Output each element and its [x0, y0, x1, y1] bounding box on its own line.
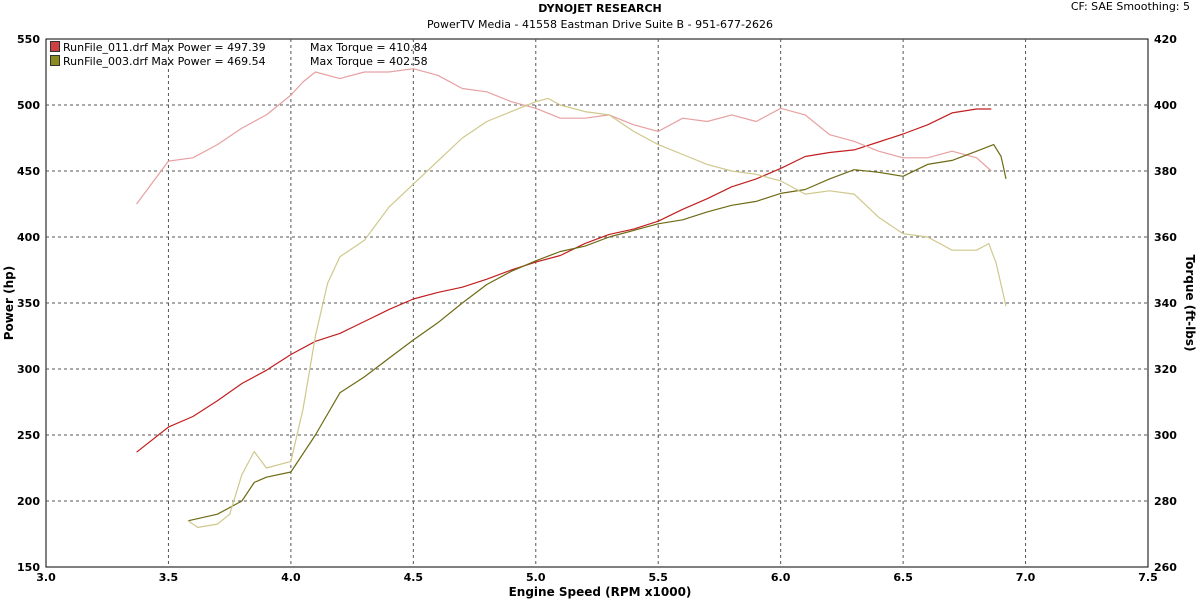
y-tick-label: 500 — [17, 99, 40, 112]
x-tick-label: 6.5 — [893, 571, 913, 584]
y-tick-label: 200 — [17, 495, 40, 508]
series-line-power — [136, 108, 992, 453]
y-tick-label: 400 — [17, 231, 40, 244]
y-tick-label: 550 — [17, 33, 40, 46]
legend-entry-2: RunFile_003.drf Max Power = 469.54 Max To… — [50, 55, 428, 68]
series-line-power — [187, 144, 1007, 522]
x-tick-label: 4.0 — [281, 571, 301, 584]
legend-max-torque: Max Torque = 410.84 — [310, 41, 428, 54]
series-lines — [136, 68, 1007, 529]
legend-entry-1: RunFile_011.drf Max Power = 497.39 Max To… — [50, 41, 428, 54]
y-tick-labels: 150 200 250 300 350 400 450 500 550 — [17, 33, 40, 574]
y-tick-label: 350 — [17, 297, 40, 310]
y2-tick-label: 380 — [1154, 165, 1177, 178]
series-line-torque — [136, 68, 992, 205]
y2-tick-label: 300 — [1154, 429, 1177, 442]
x-tick-label: 3.5 — [159, 571, 179, 584]
legend-swatch — [50, 41, 60, 52]
x-tick-label: 5.5 — [648, 571, 668, 584]
y2-tick-label: 320 — [1154, 363, 1177, 376]
y2-tick-label: 420 — [1154, 33, 1177, 46]
y-axis-label: Power (hp) — [2, 266, 16, 340]
x-tick-labels: 3.0 3.5 4.0 4.5 5.0 5.5 6.0 6.5 7.0 7.5 — [36, 571, 1158, 584]
legend-max-torque: Max Torque = 402.58 — [310, 55, 428, 68]
y2-tick-label: 260 — [1154, 561, 1177, 574]
legend-swatch — [50, 55, 60, 66]
x-tick-label: 4.5 — [404, 571, 424, 584]
y-tick-label: 250 — [17, 429, 40, 442]
correction-smoothing-info: CF: SAE Smoothing: 5 — [1070, 0, 1190, 13]
y-tick-label: 450 — [17, 165, 40, 178]
chart-subtitle: PowerTV Media - 41558 Eastman Drive Suit… — [427, 18, 773, 31]
series-line-torque — [187, 97, 1007, 529]
y2-tick-label: 360 — [1154, 231, 1177, 244]
legend-file: RunFile_011.drf — [63, 41, 148, 54]
y-tick-label: 150 — [17, 561, 40, 574]
y2-tick-label: 340 — [1154, 297, 1177, 310]
x-axis-label: Engine Speed (RPM x1000) — [509, 585, 692, 599]
x-tick-label: 6.0 — [771, 571, 791, 584]
y2-tick-labels: 260 280 300 320 340 360 380 400 420 — [1154, 33, 1177, 574]
legend-file: RunFile_003.drf — [63, 55, 148, 68]
y2-tick-label: 400 — [1154, 99, 1177, 112]
x-tick-label: 5.0 — [526, 571, 546, 584]
legend-max-power: Max Power = 497.39 — [151, 41, 266, 54]
y-tick-label: 300 — [17, 363, 40, 376]
x-tick-label: 3.0 — [36, 571, 56, 584]
grid-lines — [46, 39, 1148, 567]
chart-title: DYNOJET RESEARCH — [538, 2, 662, 15]
y2-tick-label: 280 — [1154, 495, 1177, 508]
x-tick-label: 7.5 — [1138, 571, 1158, 584]
legend-max-power: Max Power = 469.54 — [151, 55, 266, 68]
x-tick-label: 7.0 — [1016, 571, 1036, 584]
y2-axis-label: Torque (ft-lbs) — [1183, 255, 1197, 352]
